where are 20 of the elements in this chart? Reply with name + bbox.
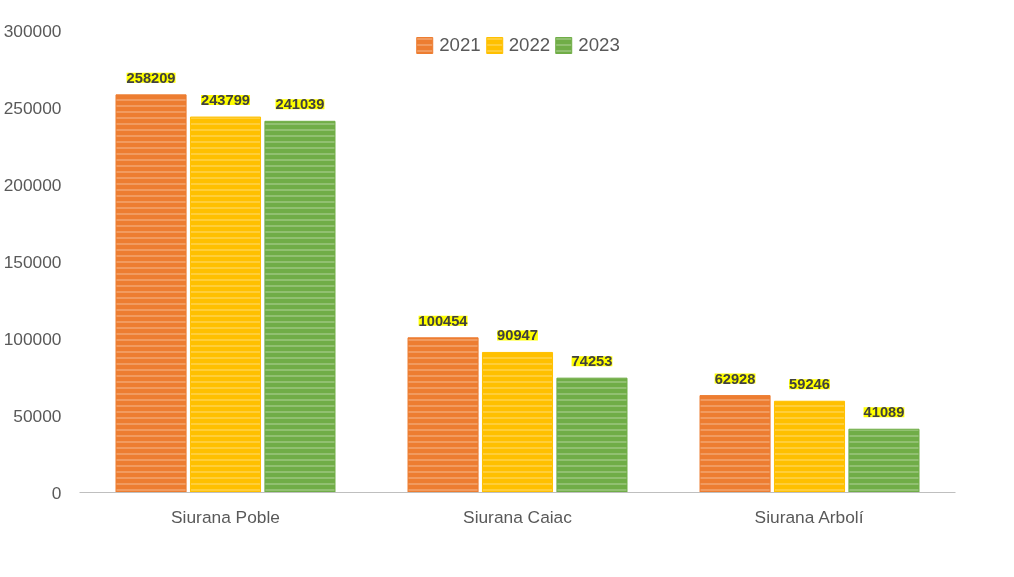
x-tick-label: Siurana Caiac [463, 506, 573, 527]
data-label: 74253 [571, 353, 613, 370]
legend-label: 2023 [578, 34, 620, 56]
y-tick-label: 200000 [3, 174, 62, 195]
data-label: 59246 [789, 376, 830, 393]
legend-label: 2022 [508, 34, 551, 56]
data-label: 241039 [275, 96, 325, 113]
data-label: 90947 [497, 327, 538, 344]
y-tick-label: 100000 [3, 328, 62, 349]
x-tick-label: Siurana Poble [171, 506, 280, 527]
y-tick-label: 250000 [3, 97, 62, 118]
x-tick-label: Siurana Arbolí [754, 506, 864, 527]
legend-label: 2021 [439, 34, 481, 56]
data-label: 62928 [714, 370, 756, 387]
y-tick-label: 300000 [3, 20, 62, 41]
y-tick-label: 150000 [3, 251, 62, 272]
y-tick-label: 0 [51, 482, 62, 503]
y-tick-label: 50000 [13, 405, 62, 426]
data-label: 258209 [126, 69, 176, 86]
data-label: 243799 [201, 92, 250, 109]
